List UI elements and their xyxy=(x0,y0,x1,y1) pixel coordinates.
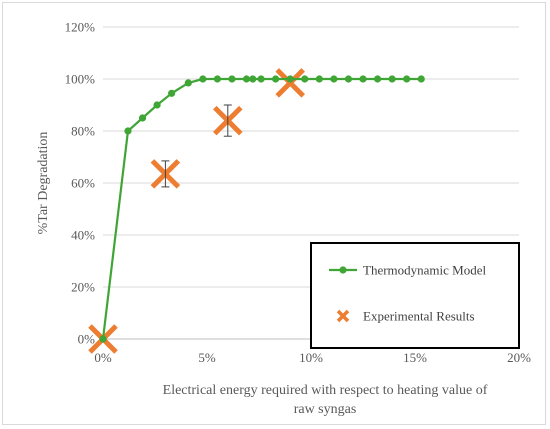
model-point xyxy=(138,114,147,122)
model-point xyxy=(373,75,382,83)
series xyxy=(88,68,425,354)
experimental-point xyxy=(213,104,243,137)
axes: 0% 20% 40% 60% 80% 100% 120% 0% 5% 10% 15% 20% Elect… xyxy=(36,20,531,418)
x-tick-label: 5% xyxy=(198,350,216,365)
model-point xyxy=(272,75,280,83)
legend-marker-swatch xyxy=(339,266,347,274)
y-tick-label: 0% xyxy=(78,332,96,347)
x-tick-label: 20% xyxy=(507,350,531,365)
legend: Thermodynamic Model Experimental Results xyxy=(310,242,520,349)
experimental-cross-stroke xyxy=(275,68,305,98)
legend-label: Thermodynamic Model xyxy=(363,263,486,278)
legend-box xyxy=(310,242,520,349)
model-point xyxy=(213,75,221,83)
legend-label: Experimental Results xyxy=(363,309,475,324)
model-point xyxy=(330,75,338,83)
y-tick-label: 20% xyxy=(71,280,95,295)
model-point xyxy=(315,75,323,83)
model-point xyxy=(286,75,294,83)
model-point xyxy=(301,75,309,83)
y-tick-label: 60% xyxy=(71,176,95,191)
y-tick-label: 100% xyxy=(65,72,96,87)
model-point xyxy=(242,75,251,83)
y-axis-title: %Tar Degradation xyxy=(36,132,51,235)
legend-cross-swatch xyxy=(336,309,350,323)
model-point xyxy=(168,89,176,97)
model-point xyxy=(199,75,207,83)
model-point xyxy=(417,75,425,83)
model-point xyxy=(249,75,257,83)
chart-frame: 0% 20% 40% 60% 80% 100% 120% 0% 5% 10% 15% 20% Elect… xyxy=(2,2,546,425)
model-point xyxy=(403,75,411,83)
model-point xyxy=(228,75,236,83)
x-tick-label: 0% xyxy=(94,350,112,365)
model-point xyxy=(99,335,107,343)
x-axis-title: raw syngas xyxy=(294,402,357,417)
model-point xyxy=(388,75,396,83)
model-point xyxy=(344,75,353,83)
x-tick-label: 15% xyxy=(403,350,427,365)
experimental-point xyxy=(275,68,305,98)
x-tick-label: 10% xyxy=(299,350,323,365)
model-point xyxy=(153,101,161,109)
y-tick-label: 120% xyxy=(65,20,96,35)
chart: 0% 20% 40% 60% 80% 100% 120% 0% 5% 10% 15% 20% Elect… xyxy=(36,20,531,418)
y-tick-label: 80% xyxy=(71,124,95,139)
y-tick-label: 40% xyxy=(71,228,95,243)
x-axis-title: Electrical energy required with respect … xyxy=(163,383,488,398)
model-point xyxy=(359,75,367,83)
experimental-point xyxy=(150,159,181,189)
model-point xyxy=(184,79,192,87)
model-point xyxy=(257,75,265,83)
model-point xyxy=(124,127,132,135)
